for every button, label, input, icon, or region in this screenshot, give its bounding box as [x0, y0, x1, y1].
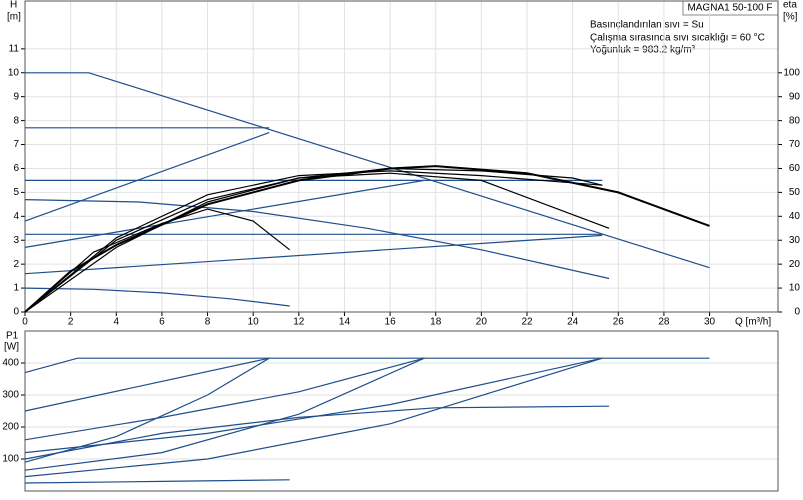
y-tick-label: 8 [13, 115, 19, 126]
y2-label: eta [783, 0, 797, 11]
y-unit: [m] [7, 12, 21, 23]
curve [24, 357, 603, 478]
y-tick-label: 300 [2, 390, 19, 401]
y-unit: [W] [4, 342, 19, 353]
curve [24, 165, 710, 313]
y2-tick-label: 10 [789, 283, 801, 294]
x-tick-label: 0 [22, 317, 28, 328]
curve [24, 287, 290, 307]
x-tick-label: 16 [385, 317, 397, 328]
x-tick-label: 20 [476, 317, 488, 328]
y-tick-label: 100 [2, 454, 19, 465]
y2-tick-label: 40 [789, 211, 801, 222]
x-tick-label: 12 [293, 317, 305, 328]
y2-tick-label: 70 [789, 139, 801, 150]
x-label: Q [m³/h] [735, 317, 771, 328]
x-tick-label: 4 [113, 317, 119, 328]
chart-title: MAGNA1 50-100 F [687, 3, 772, 14]
curve [24, 357, 603, 454]
y-tick-label: 5 [13, 187, 19, 198]
curve [24, 167, 603, 313]
y-tick-label: 10 [8, 67, 20, 78]
y-label: P1 [6, 331, 19, 342]
y2-tick-label: 60 [789, 163, 801, 174]
x-tick-label: 10 [248, 317, 260, 328]
curve [24, 170, 603, 313]
y-tick-label: 400 [2, 358, 19, 369]
curve [24, 405, 610, 460]
y-tick-label: 7 [13, 139, 19, 150]
y-tick-label: 200 [2, 422, 19, 433]
curve [24, 172, 610, 313]
y2-tick-label: 50 [789, 187, 801, 198]
y-tick-label: 1 [13, 283, 19, 294]
x-tick-label: 2 [68, 317, 74, 328]
y-tick-label: 0 [13, 307, 19, 318]
x-tick-label: 22 [521, 317, 533, 328]
curve [24, 357, 270, 412]
y2-tick-label: 80 [789, 115, 801, 126]
curve [24, 479, 290, 484]
curve [24, 357, 425, 441]
y2-tick-label: 20 [789, 259, 801, 270]
x-tick-label: 6 [159, 317, 165, 328]
curve [24, 357, 425, 471]
note: Basınçlandırılan sıvı = Su [590, 20, 704, 31]
y2-tick-label: 30 [789, 235, 801, 246]
y2-tick-label: 100 [783, 67, 800, 78]
curve [24, 357, 270, 463]
x-tick-label: 26 [613, 317, 625, 328]
curve [24, 208, 291, 313]
plot-frame [24, 0, 779, 313]
y-label: H [10, 0, 17, 11]
curve [24, 357, 710, 374]
y-tick-label: 2 [13, 259, 19, 270]
y-tick-label: 6 [13, 163, 19, 174]
y-tick-label: 4 [13, 211, 19, 222]
x-tick-label: 14 [339, 317, 351, 328]
y2-unit: [%] [783, 12, 798, 23]
curve [25, 72, 710, 269]
y-tick-label: 3 [13, 235, 19, 246]
curve [24, 199, 610, 280]
x-tick-label: 30 [704, 317, 716, 328]
note: Yoğunluk = 983.2 kg/m³ [590, 45, 696, 56]
x-tick-label: 8 [205, 317, 211, 328]
curve [24, 132, 270, 222]
y-tick-label: 11 [9, 43, 20, 54]
x-tick-label: 18 [430, 317, 442, 328]
y2-tick-label: 0 [794, 307, 800, 318]
note: Çalışma sırasında sıvı sıcaklığı = 60 °C [590, 33, 765, 44]
y2-tick-label: 90 [789, 91, 801, 102]
y-tick-label: 9 [13, 91, 19, 102]
x-tick-label: 28 [658, 317, 670, 328]
x-tick-label: 24 [567, 317, 579, 328]
curve [24, 234, 603, 275]
plot-frame [24, 330, 779, 492]
